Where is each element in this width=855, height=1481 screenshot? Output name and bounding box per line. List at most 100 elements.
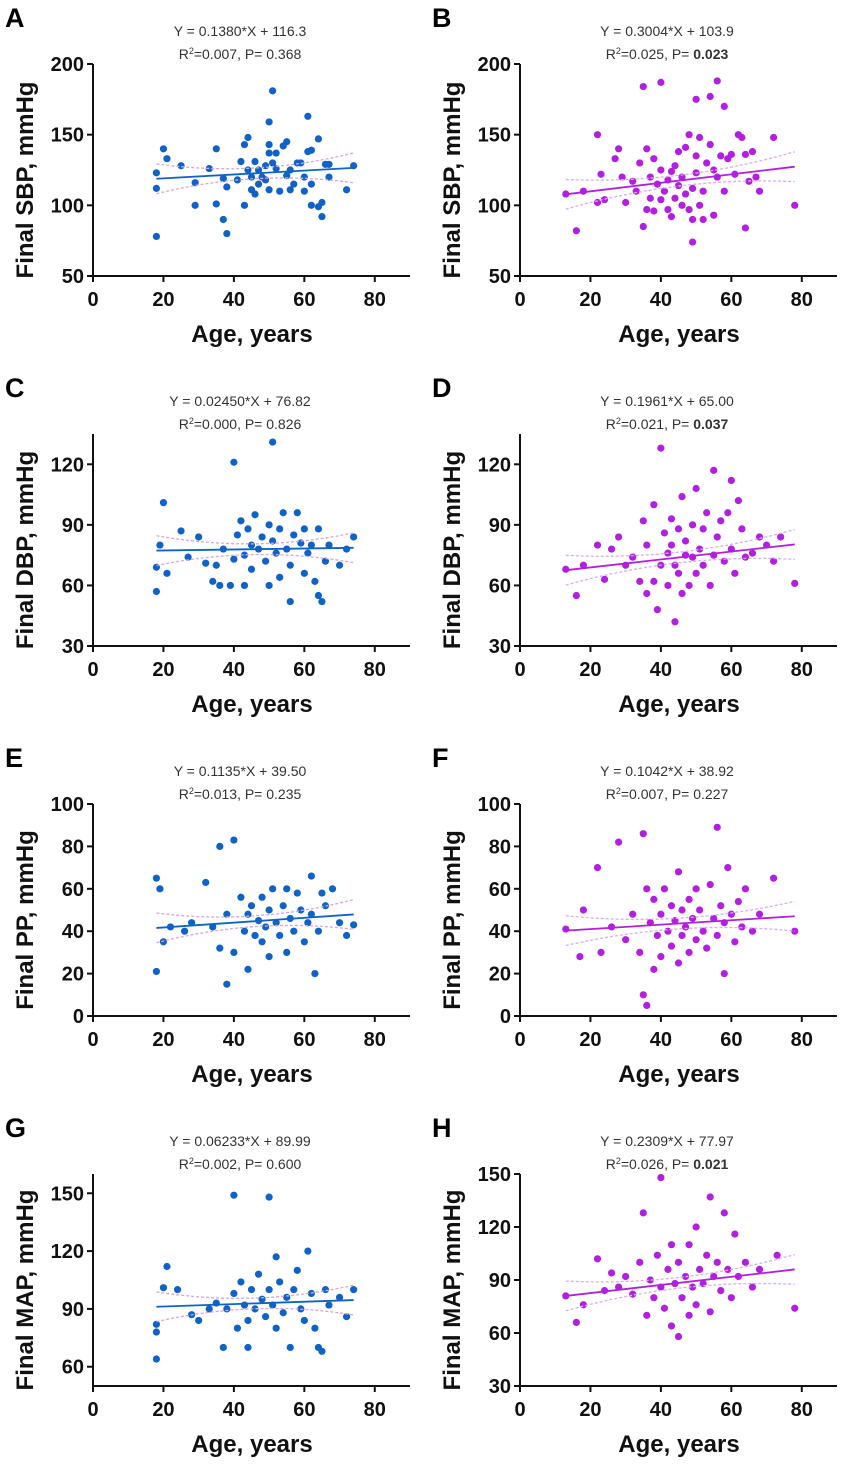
data-point: [286, 561, 294, 569]
y-tick-label: 150: [478, 125, 511, 147]
y-tick-label: 90: [62, 1299, 84, 1321]
data-point: [286, 597, 294, 606]
data-point: [720, 102, 728, 110]
data-point: [618, 173, 626, 181]
data-point: [597, 170, 605, 178]
data-point: [636, 948, 644, 956]
x-tick-label: 0: [87, 289, 98, 311]
r-squared-value: =0.002: [194, 1156, 237, 1172]
data-point: [639, 1209, 647, 1217]
data-point: [703, 509, 711, 517]
data-point: [562, 925, 570, 933]
regression-stats: R2=0.007, P= 0.368: [179, 46, 302, 62]
data-point: [343, 931, 351, 940]
y-tick-label: 100: [478, 195, 511, 217]
data-point: [223, 910, 231, 918]
data-point: [720, 187, 728, 195]
data-point: [741, 1258, 750, 1266]
data-point: [692, 484, 700, 493]
y-axis-label: Final DBP, mmHg: [12, 451, 39, 649]
data-point: [572, 1318, 580, 1326]
regression-line: [565, 543, 795, 572]
y-tick-label: 50: [62, 266, 84, 288]
data-point: [163, 569, 171, 577]
data-point: [223, 183, 231, 191]
r-squared-value: =0.013: [194, 786, 237, 802]
data-point: [688, 521, 697, 529]
data-point: [593, 541, 602, 549]
data-point: [646, 194, 654, 202]
data-point: [770, 874, 778, 882]
r-label: R: [606, 1156, 616, 1172]
data-point: [216, 944, 224, 952]
data-point: [643, 541, 651, 549]
data-point: [639, 222, 647, 231]
data-point: [177, 527, 185, 535]
scatter-plot-d: D Y = 0.1961*X + 65.00 R2=0.021, P= 0.037 3…: [432, 373, 837, 718]
scatter-plot-b: B Y = 0.3004*X + 103.9 R2=0.025, P= 0.023 5…: [432, 3, 837, 348]
data-point: [304, 549, 312, 557]
data-point: [156, 885, 164, 893]
data-point: [653, 1251, 661, 1259]
data-point: [311, 1324, 319, 1332]
panel-label: D: [432, 373, 452, 403]
data-point: [713, 533, 721, 541]
data-point: [671, 561, 679, 569]
x-tick-label: 40: [650, 659, 672, 681]
data-point: [230, 458, 238, 466]
data-point: [265, 581, 273, 590]
data-point: [710, 211, 718, 219]
data-point: [615, 838, 623, 846]
p-label: , P=: [664, 416, 693, 432]
data-point: [646, 1276, 654, 1284]
data-point: [699, 525, 707, 533]
data-point: [692, 569, 700, 577]
data-point: [177, 162, 185, 170]
regression-stats: R2=0.002, P= 0.600: [179, 1156, 302, 1172]
regression-equation: Y = 0.06233*X + 89.99: [169, 1133, 311, 1149]
data-point: [311, 970, 319, 978]
data-point: [639, 830, 647, 838]
data-point: [710, 466, 718, 474]
data-point: [152, 169, 160, 177]
data-point: [734, 897, 742, 906]
data-point: [205, 1305, 213, 1313]
data-point: [290, 1286, 298, 1294]
data-point: [706, 880, 714, 889]
regression-line: [156, 166, 354, 180]
data-point: [699, 215, 707, 224]
data-point: [593, 864, 602, 872]
x-tick-label: 80: [791, 659, 813, 681]
data-point: [272, 549, 280, 557]
data-point: [279, 1309, 287, 1317]
data-point: [646, 173, 654, 181]
ci-lower-line: [565, 926, 795, 947]
p-label: , P=: [237, 786, 266, 802]
data-point: [286, 186, 294, 194]
data-point: [212, 561, 220, 569]
data-point: [657, 1173, 665, 1182]
data-point: [233, 1324, 242, 1332]
data-point: [692, 885, 700, 893]
data-point: [678, 201, 686, 209]
regression-equation: Y = 0.1380*X + 116.3: [174, 23, 307, 39]
data-point: [244, 525, 252, 533]
data-point: [629, 553, 637, 561]
data-point: [314, 525, 323, 533]
data-point: [688, 215, 697, 224]
y-tick-label: 80: [62, 836, 84, 858]
data-point: [688, 553, 697, 561]
data-point: [622, 198, 630, 207]
x-tick-label: 80: [364, 1029, 386, 1051]
ci-lower-line: [565, 557, 795, 586]
data-point: [272, 149, 280, 157]
panel-label: A: [5, 3, 25, 33]
data-point: [660, 529, 669, 537]
data-point: [650, 895, 658, 903]
r-squared-superscript: 2: [189, 1156, 194, 1166]
regression-stats: R2=0.026, P= 0.021: [606, 1156, 729, 1172]
data-point: [184, 553, 192, 561]
data-point: [283, 1293, 291, 1301]
data-point: [290, 531, 298, 539]
panel-label: H: [432, 1113, 452, 1143]
